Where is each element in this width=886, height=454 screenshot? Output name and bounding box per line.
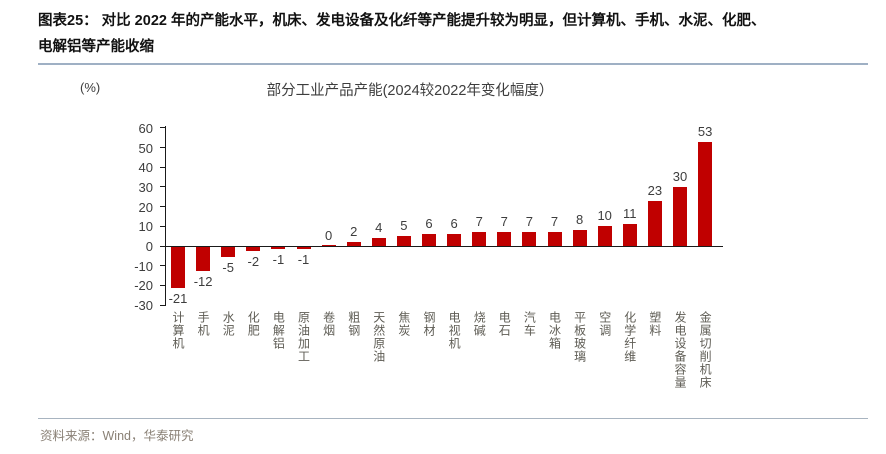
category-label: 电视机 bbox=[447, 311, 462, 350]
category-label: 汽车 bbox=[522, 311, 537, 337]
bar bbox=[296, 247, 311, 249]
category-label: 空调 bbox=[597, 311, 612, 337]
bar bbox=[271, 247, 286, 249]
chart-title: 部分工业产品产能(2024较2022年变化幅度） bbox=[266, 83, 554, 99]
category-label: 平板玻璃 bbox=[572, 311, 587, 363]
y-axis-tick-label: 20 bbox=[138, 199, 153, 215]
y-axis-tick bbox=[160, 147, 165, 149]
category-label: 塑料 bbox=[647, 311, 662, 337]
bar bbox=[447, 234, 462, 246]
bar-value-label: 5 bbox=[400, 218, 408, 234]
bar-value-label: 30 bbox=[672, 168, 688, 184]
bar-value-label: 2 bbox=[350, 224, 358, 240]
bar-value-label: 53 bbox=[697, 123, 713, 139]
bar bbox=[522, 232, 537, 246]
category-label: 手机 bbox=[196, 311, 211, 337]
y-axis-tick-label: 60 bbox=[138, 120, 153, 136]
y-axis-tick-label: 0 bbox=[145, 239, 153, 254]
category-label: 卷烟 bbox=[321, 311, 336, 337]
bar bbox=[246, 247, 261, 251]
bar bbox=[673, 186, 687, 246]
category-label: 粗钢 bbox=[346, 311, 361, 337]
bar-value-label: 8 bbox=[575, 212, 584, 228]
bar bbox=[221, 247, 236, 257]
bar bbox=[371, 238, 386, 246]
figure-caption-line1: 图表25： 对比 2022 年的产能水平，机床、发电设备及化纤等产能提升较为明显… bbox=[38, 13, 766, 29]
bar-value-label: 23 bbox=[647, 182, 663, 198]
bar bbox=[472, 232, 487, 246]
bar bbox=[346, 242, 361, 246]
category-label: 焦炭 bbox=[396, 311, 411, 337]
figure-caption: 图表25： 对比 2022 年的产能水平，机床、发电设备及化纤等产能提升较为明显… bbox=[38, 8, 854, 60]
y-axis-line bbox=[165, 126, 166, 306]
y-axis-tick-label: -30 bbox=[134, 298, 153, 313]
y-axis-tick bbox=[160, 284, 165, 286]
y-axis-tick-label: -20 bbox=[134, 278, 153, 294]
category-label: 天然原油 bbox=[371, 311, 386, 363]
bar-value-label: -1 bbox=[297, 251, 310, 267]
category-label: 原油加工 bbox=[296, 311, 311, 363]
bar-value-label: 7 bbox=[525, 214, 533, 230]
bar bbox=[422, 234, 436, 246]
source-note: 资料来源：Wind，华泰研究 bbox=[40, 429, 194, 443]
y-axis-tick bbox=[160, 225, 165, 227]
y-axis-tick-label: 10 bbox=[138, 219, 153, 235]
y-axis-tick bbox=[160, 245, 165, 247]
bar-value-label: 0 bbox=[324, 228, 333, 243]
category-label: 电石 bbox=[497, 311, 512, 337]
y-axis-tick-label: 40 bbox=[138, 160, 153, 176]
bar-value-label: -2 bbox=[247, 253, 260, 269]
category-label: 发电设备容量 bbox=[673, 311, 687, 389]
bar bbox=[321, 245, 336, 246]
bar bbox=[647, 200, 662, 246]
caption-divider-line bbox=[38, 63, 868, 65]
bar-value-label: 7 bbox=[475, 214, 483, 230]
category-label: 计算机 bbox=[171, 311, 185, 350]
bar-value-label: 7 bbox=[550, 214, 559, 230]
category-label: 电解铝 bbox=[271, 311, 286, 350]
category-label: 烧碱 bbox=[472, 311, 487, 337]
bar-value-label: -12 bbox=[193, 273, 213, 289]
y-axis-tick-label: -10 bbox=[134, 258, 153, 274]
bar-value-label: 4 bbox=[375, 220, 383, 236]
y-axis-tick bbox=[160, 166, 165, 168]
bar-value-label: -1 bbox=[272, 251, 285, 267]
y-axis-tick bbox=[160, 304, 165, 306]
category-label: 化肥 bbox=[246, 311, 261, 337]
bar-value-label: -21 bbox=[168, 291, 188, 307]
category-label: 金属切削机床 bbox=[698, 311, 713, 389]
bar-value-label: 6 bbox=[425, 216, 433, 232]
y-axis-tick-label: 50 bbox=[138, 140, 153, 156]
y-axis-tick bbox=[160, 206, 165, 208]
y-axis-tick-label: 30 bbox=[138, 179, 153, 195]
figure-caption-line2: 电解铝等产能收缩 bbox=[38, 39, 154, 55]
bar-value-label: 7 bbox=[500, 214, 508, 230]
bar-value-label: -5 bbox=[222, 259, 234, 275]
y-axis-tick bbox=[160, 127, 165, 129]
bar bbox=[597, 226, 612, 246]
bar bbox=[698, 141, 713, 246]
bar bbox=[196, 247, 211, 271]
category-label: 电冰箱 bbox=[547, 311, 562, 350]
category-label: 水泥 bbox=[221, 311, 236, 337]
y-axis-tick bbox=[160, 265, 165, 267]
y-axis-tick bbox=[160, 186, 165, 188]
y-axis-unit-label: (%) bbox=[80, 80, 101, 95]
bar-value-label: 6 bbox=[450, 216, 458, 232]
bar bbox=[497, 232, 512, 246]
bar bbox=[622, 224, 637, 246]
footer-divider-line bbox=[38, 418, 868, 419]
bar bbox=[547, 232, 562, 246]
category-label: 化学纤维 bbox=[622, 311, 637, 363]
bar bbox=[572, 230, 587, 246]
bar-value-label: 11 bbox=[623, 206, 637, 222]
x-axis-baseline bbox=[165, 246, 723, 247]
bar bbox=[171, 247, 185, 289]
category-label: 钢材 bbox=[422, 311, 436, 337]
bar-value-label: 10 bbox=[597, 208, 612, 224]
bar bbox=[396, 236, 411, 246]
